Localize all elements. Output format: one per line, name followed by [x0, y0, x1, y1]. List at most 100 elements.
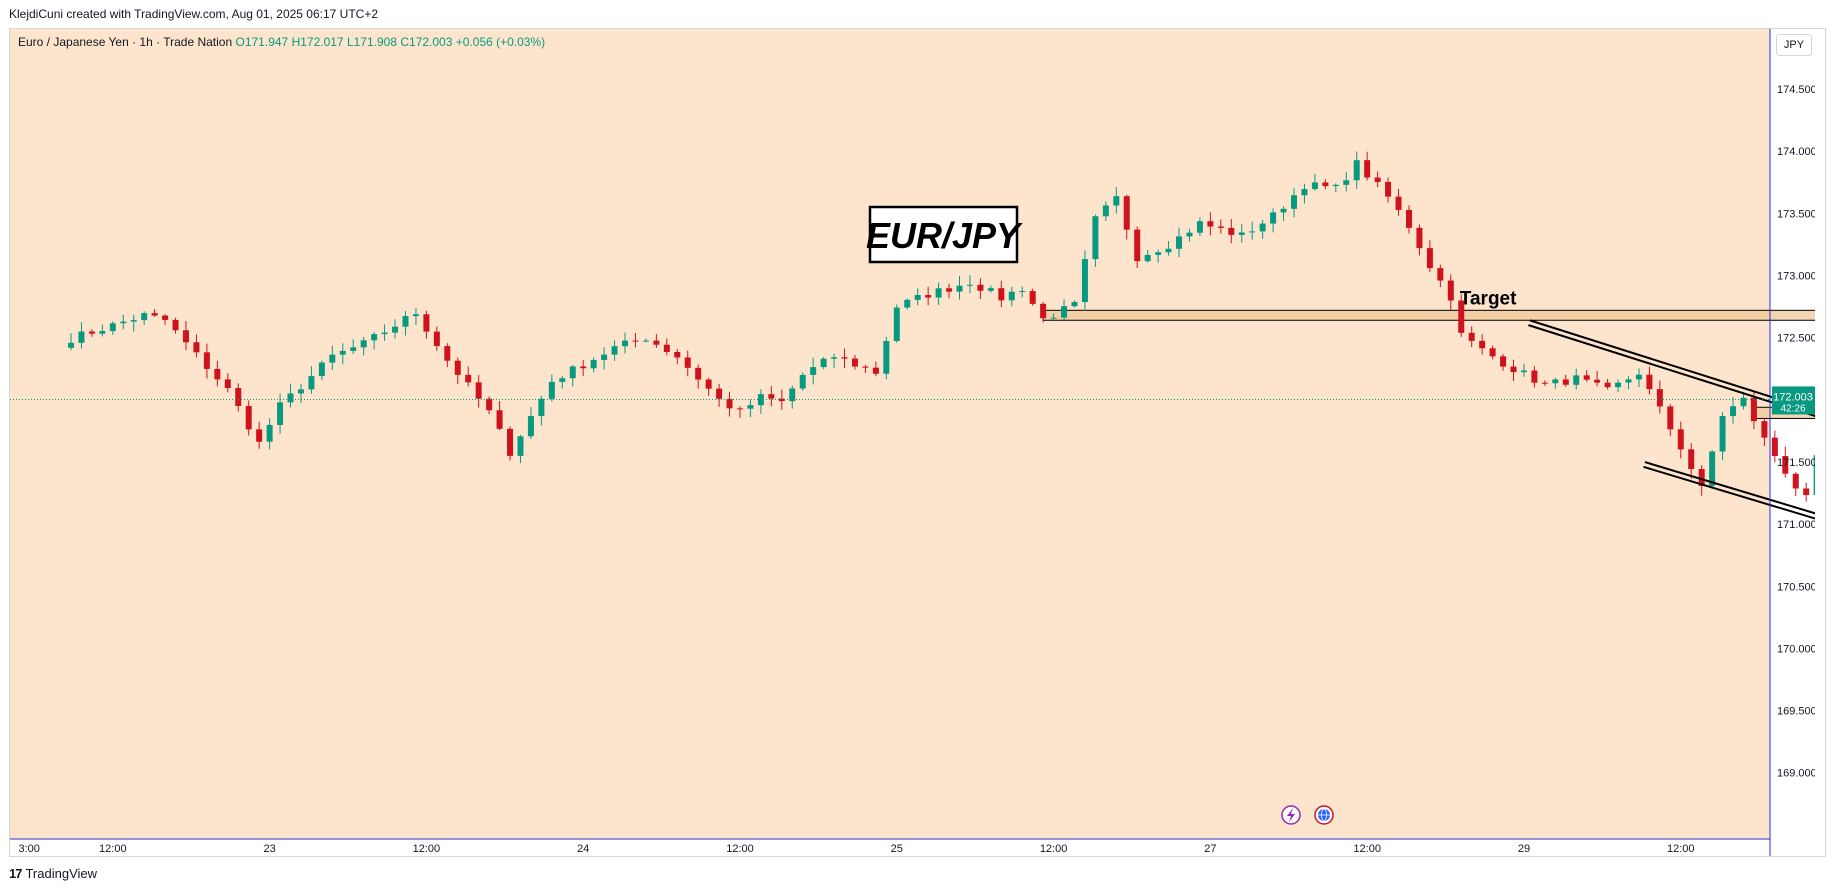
candle-body — [726, 398, 733, 409]
symbol-legend: Euro / Japanese Yen · 1h · Trade Nation … — [18, 35, 545, 49]
candle-body — [1353, 160, 1360, 181]
candle-body — [674, 351, 681, 358]
candle-body — [120, 321, 127, 324]
candle-body — [444, 346, 451, 361]
candle-body — [872, 367, 879, 374]
candle-body — [1416, 227, 1423, 249]
chart-title: EUR/JPY — [866, 215, 1023, 256]
candle-body — [799, 374, 806, 389]
channel-line-upper — [1528, 324, 1815, 418]
y-tick-label: 170.000 — [1777, 643, 1815, 655]
candle-body — [1437, 268, 1444, 281]
footer-brand: TradingView — [25, 866, 98, 881]
candle-body — [768, 394, 775, 399]
channel-line-lower — [1643, 465, 1815, 520]
candle-body — [433, 331, 440, 347]
x-tick-label: 23 — [263, 843, 275, 855]
candle-body — [925, 295, 932, 298]
candle-body — [109, 323, 116, 332]
candle-body — [1238, 232, 1245, 235]
plot-background — [10, 29, 1770, 839]
candle-body — [1301, 189, 1308, 196]
candle-body — [1144, 254, 1151, 262]
candle-body — [130, 320, 137, 322]
candle-body — [527, 416, 534, 437]
candle-body — [1677, 429, 1684, 450]
channel-line-upper — [1529, 319, 1815, 412]
candle-body — [580, 366, 587, 369]
candle-body — [1123, 196, 1130, 230]
candle-body — [1207, 221, 1214, 227]
candle-body — [245, 405, 252, 430]
candle-body — [1228, 227, 1235, 235]
candle-body — [1573, 375, 1580, 385]
y-tick-label: 169.000 — [1777, 768, 1815, 780]
candle-body — [1583, 375, 1590, 380]
currency-selector[interactable]: JPY — [1776, 34, 1812, 56]
candle-body — [203, 352, 210, 369]
candle-body — [789, 388, 796, 402]
candle-body — [1374, 177, 1381, 182]
x-tick-label: 3:00 — [18, 843, 39, 855]
candle-body — [1322, 182, 1329, 187]
candle-body — [1155, 252, 1162, 255]
x-tick-label: 12:00 — [1353, 843, 1381, 855]
x-tick-label: 27 — [1204, 843, 1216, 855]
candle-body — [684, 357, 691, 368]
candle-body — [1029, 291, 1036, 304]
candle-body — [1217, 226, 1224, 228]
candle-body — [507, 428, 514, 456]
candle-body — [695, 367, 702, 380]
globe-icon[interactable] — [1314, 805, 1334, 825]
y-tick-label: 171.500 — [1777, 457, 1815, 469]
candle-body — [1134, 229, 1141, 262]
open-value: O171.947 — [235, 35, 289, 49]
candle-body — [1270, 212, 1277, 224]
y-tick-label: 170.500 — [1777, 581, 1815, 593]
candle-body — [256, 429, 263, 442]
candle-body — [1803, 488, 1810, 496]
candle-body — [946, 288, 953, 292]
candle-body — [1468, 332, 1475, 341]
candle-body — [1604, 382, 1611, 388]
candle-body — [1792, 473, 1799, 489]
header-bar: KlejdiCuni created with TradingView.com,… — [0, 0, 1835, 28]
candle-body — [1186, 232, 1193, 237]
time-axis[interactable]: 3:00 12:00 23 12:00 24 12:00 25 12:00 27 12:00 29 1… — [18, 843, 1815, 855]
candle-body — [1249, 231, 1256, 233]
price-chart[interactable]: TargetTarget 169.000169.500170.000170.50… — [10, 29, 1815, 856]
channel-line-lower — [1644, 461, 1815, 515]
symbol-name: Euro / Japanese Yen · 1h · Trade Nation — [18, 35, 233, 49]
candle-body — [538, 398, 545, 417]
candle-body — [569, 366, 576, 379]
chart-title-box: EUR/JPY — [866, 205, 1023, 264]
candle-body — [1405, 209, 1412, 228]
candle-body — [1730, 406, 1737, 417]
chart-frame — [9, 28, 1826, 857]
candle-body — [350, 347, 357, 351]
candle-body — [1709, 451, 1716, 486]
x-tick-label: 25 — [891, 843, 903, 855]
candle-body — [1771, 437, 1778, 457]
candle-body — [1071, 302, 1078, 307]
change-value: +0.056 (+0.03%) — [455, 35, 546, 49]
candle-body — [1750, 397, 1757, 422]
y-tick-label: 173.000 — [1777, 271, 1815, 283]
last-price-badge — [1772, 386, 1815, 415]
candle-body — [1165, 248, 1172, 253]
x-tick-label: 12:00 — [726, 843, 754, 855]
candle-body — [381, 332, 388, 335]
candle-body — [308, 376, 315, 390]
candle-body — [1719, 416, 1726, 452]
candle-body — [402, 316, 409, 327]
candle-body — [454, 360, 461, 375]
candle-body — [1447, 280, 1454, 301]
candle-body — [862, 366, 869, 368]
candle-body — [1489, 348, 1496, 357]
candle-body — [287, 393, 294, 403]
candle-body — [998, 288, 1005, 301]
candle-body — [266, 424, 273, 442]
lightning-icon[interactable] — [1281, 805, 1301, 825]
candle-body — [193, 342, 200, 353]
candle-body — [1280, 208, 1287, 213]
